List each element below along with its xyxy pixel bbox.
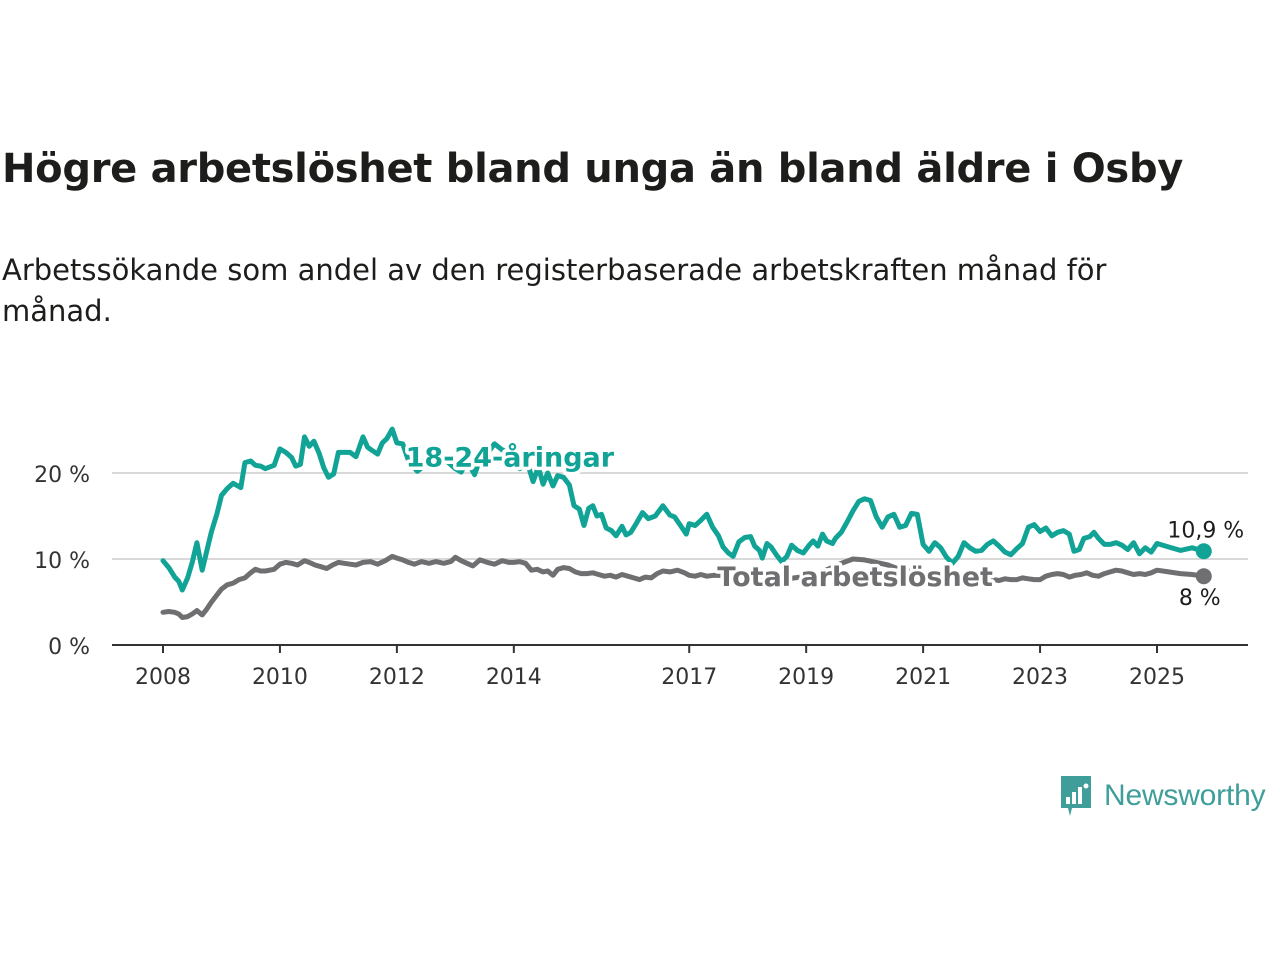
gridlines xyxy=(112,472,1248,560)
end-label-total: 8 % xyxy=(1179,586,1221,611)
series-labels: 18-24-åringar Total arbetslöshet 10,9 % 8 % xyxy=(402,438,1247,614)
endpoint-youth xyxy=(1195,543,1212,560)
series-line-total xyxy=(160,553,1207,620)
x-tick-label: 2021 xyxy=(895,665,951,690)
x-axis: 2008 2010 2012 2014 2017 2019 2021 2023 2025 xyxy=(112,644,1248,690)
y-tick-label: 20 % xyxy=(34,463,90,488)
line-chart: 0 % 10 % 20 % 2008 2010 2012 2014 2017 2019 2021… xyxy=(34,426,1248,690)
series-label-youth: 18-24-åringar xyxy=(406,442,615,474)
x-tick-label: 2008 xyxy=(135,665,191,690)
x-tick-label: 2014 xyxy=(486,665,542,690)
series-label-total: Total arbetslöshet xyxy=(717,562,993,593)
y-tick-label: 0 % xyxy=(48,635,90,660)
x-tick-label: 2019 xyxy=(778,665,834,690)
y-tick-label: 10 % xyxy=(34,549,90,574)
x-tick-label: 2025 xyxy=(1129,665,1185,690)
chart-subtitle: Arbetssökande som andel av den registerb… xyxy=(2,253,1107,328)
endpoint-total xyxy=(1195,568,1212,585)
x-tick-label: 2017 xyxy=(661,665,717,690)
x-tick-label: 2012 xyxy=(369,665,425,690)
end-label-youth: 10,9 % xyxy=(1167,518,1244,543)
x-tick-label: 2010 xyxy=(252,665,308,690)
series-group xyxy=(160,426,1212,620)
x-tick-label: 2023 xyxy=(1012,665,1068,690)
series-line-youth xyxy=(160,426,1207,593)
y-axis-ticks: 0 % 10 % 20 % xyxy=(34,463,90,660)
newsworthy-logo-icon xyxy=(1061,776,1091,816)
chart-title: Högre arbetslöshet bland unga än bland ä… xyxy=(2,146,1184,192)
brand-logo: Newsworthy xyxy=(1058,772,1266,820)
brand-name: Newsworthy xyxy=(1104,779,1266,812)
